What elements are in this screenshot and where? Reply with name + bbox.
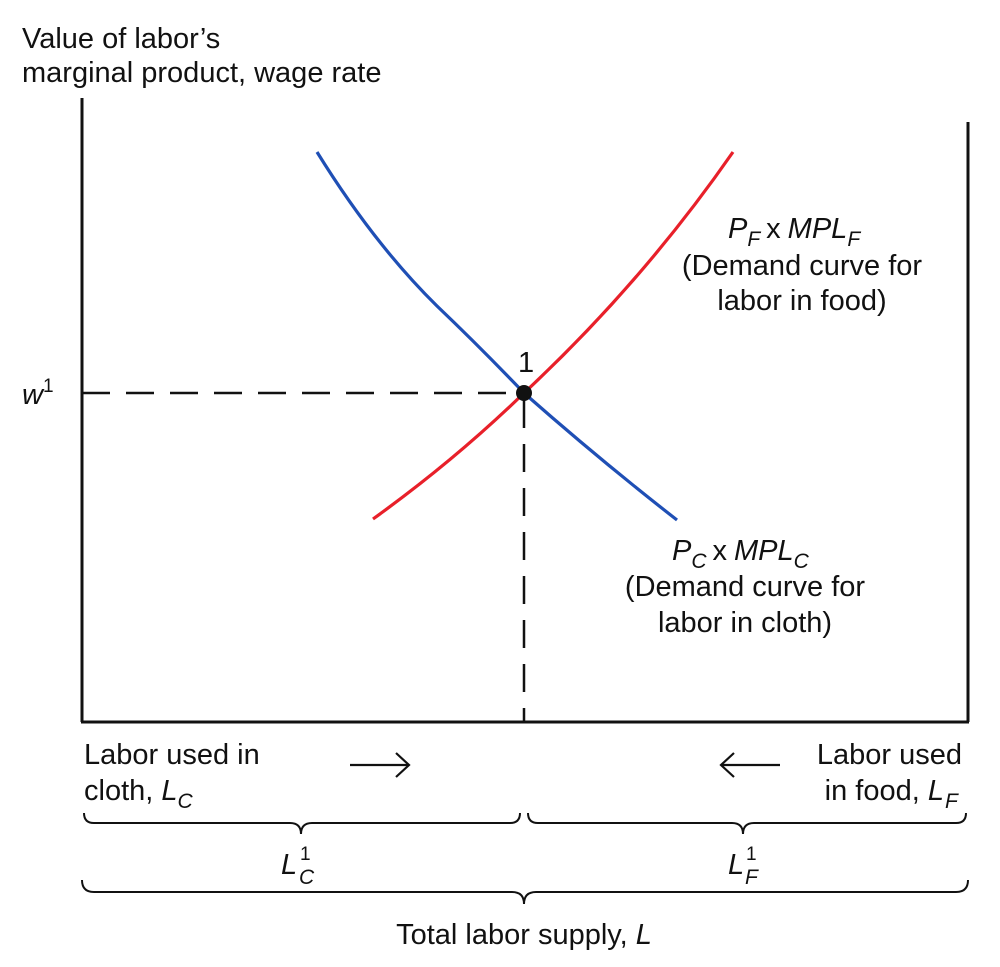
food-labor-brace — [527, 812, 967, 835]
food-curve-formula: PF x MPLF — [728, 213, 861, 251]
food-axis-label-sub: F — [945, 790, 959, 813]
total-labor-label: Total labor supply, L — [396, 919, 652, 951]
lf1-sub: F — [745, 866, 759, 889]
lc1-label: L — [281, 849, 297, 881]
y-axis-label-line1: Value of labor’s — [22, 23, 220, 55]
food-curve-desc-line1: (Demand curve for — [682, 250, 922, 282]
lc1-sup: 1 — [300, 844, 311, 865]
cloth-axis-label-line1: Labor used in — [84, 739, 260, 771]
lf1-sup: 1 — [746, 844, 757, 865]
food-axis-label-line2: in food, L — [825, 775, 944, 807]
cloth-curve-desc-line1: (Demand curve for — [625, 571, 865, 603]
food-axis-label-line1: Labor used — [817, 739, 962, 771]
equilibrium-label: 1 — [518, 347, 534, 379]
total-labor-brace — [81, 879, 969, 905]
cloth-curve-formula: PC x MPLC — [672, 535, 810, 573]
equilibrium-point — [516, 385, 532, 401]
left-arrow-icon — [719, 752, 780, 778]
food-demand-curve — [372, 151, 735, 521]
wage-label: w1 — [22, 376, 54, 411]
food-curve-desc-line2: labor in food) — [717, 285, 886, 317]
cloth-labor-brace — [83, 812, 521, 835]
right-arrow-icon — [350, 752, 411, 778]
lc1-sub: C — [299, 866, 315, 889]
cloth-demand-curve — [315, 151, 678, 522]
y-axis-label-line2: marginal product, wage rate — [22, 57, 381, 89]
lf1-label: L — [728, 849, 744, 881]
cloth-curve-desc-line2: labor in cloth) — [658, 607, 832, 639]
cloth-axis-label-line2: cloth, LC — [84, 775, 194, 813]
